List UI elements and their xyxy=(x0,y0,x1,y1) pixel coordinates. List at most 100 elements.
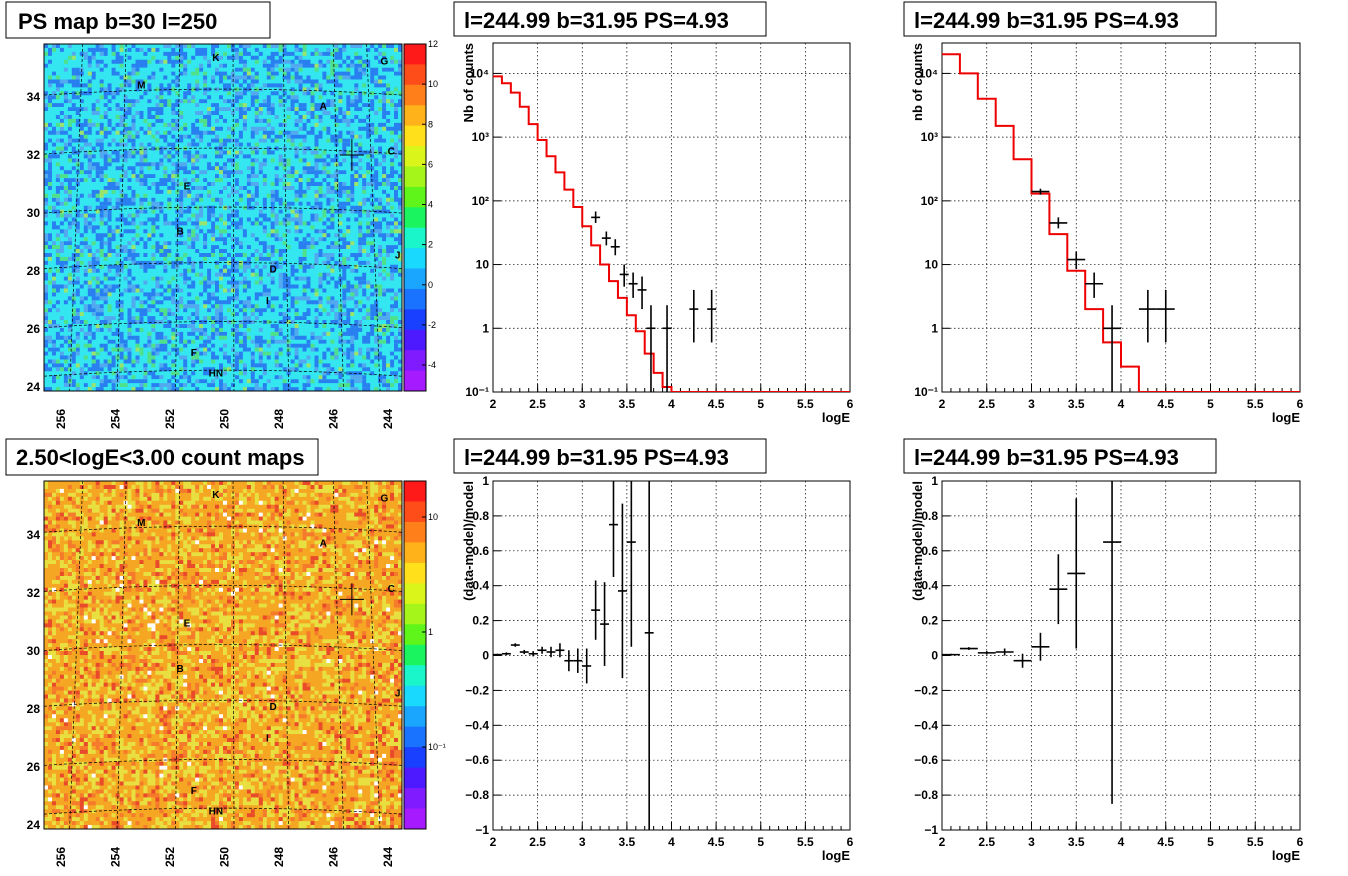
y-tick-label: −0.4 xyxy=(914,718,938,732)
plot-grid xyxy=(493,481,850,830)
x-tick-label: 3 xyxy=(1028,835,1035,849)
map-x-tick-label: 252 xyxy=(163,409,177,429)
map-x-tick-label: 246 xyxy=(327,847,341,867)
x-tick-label: 4 xyxy=(1118,397,1125,411)
residual-point-6 xyxy=(546,646,556,658)
colorbar-segment xyxy=(404,562,426,584)
colorbar-segment xyxy=(404,603,426,625)
map-x-ticks: 256 254 252 250 248 246 244 xyxy=(54,847,395,867)
x-tick-label: 2.5 xyxy=(529,397,546,411)
map-latitude-line xyxy=(43,321,403,328)
y-axis-label: (data-model)/model xyxy=(910,481,925,601)
map-x-tick-label: 252 xyxy=(163,847,177,867)
data-point-6 xyxy=(646,305,656,392)
y-ticks: −1 −0.8 −0.6 −0.4 −0.2 0 0.2 0.4 0.6 0.8 1 xyxy=(465,474,501,837)
y-tick-label: −0.4 xyxy=(465,718,489,732)
map-coordinate-grid xyxy=(43,43,403,392)
map-coordinate-grid xyxy=(43,480,403,830)
data-point-0 xyxy=(1031,188,1050,195)
x-tick-label: 3.5 xyxy=(619,397,636,411)
data-point-1 xyxy=(601,231,611,246)
map-x-tick-label: 254 xyxy=(109,409,123,429)
source-label-i: I xyxy=(266,296,269,307)
x-tick-label: 3 xyxy=(579,835,586,849)
colorbar-tick-label: 10 xyxy=(428,512,438,522)
map-longitude-line xyxy=(116,43,127,392)
data-point-5 xyxy=(637,276,647,310)
x-tick-label: 6 xyxy=(1297,397,1304,411)
colorbar-segment xyxy=(404,146,426,167)
y-tick-label: 0.8 xyxy=(472,509,489,523)
ps-map-colorbar: 12 10 8 6 4 2 0 -2 -4 xyxy=(403,39,438,392)
x-tick-label: 5 xyxy=(757,835,764,849)
map-latitude-line xyxy=(43,759,403,766)
spec-right-title: l=244.99 b=31.95 PS=4.93 xyxy=(914,8,1179,33)
y-tick-label: 10² xyxy=(472,194,489,208)
source-label-d: D xyxy=(270,702,277,713)
model-step-line xyxy=(493,75,850,392)
x-tick-label: 4.5 xyxy=(1157,835,1174,849)
plot-data xyxy=(942,53,1300,392)
y-tick-label: 0.4 xyxy=(921,579,938,593)
map-x-ticks: 256 254 252 250 248 246 244 xyxy=(54,409,395,429)
map-y-tick-label: 34 xyxy=(27,90,41,104)
x-tick-label: 3 xyxy=(579,397,586,411)
x-tick-label: 4.5 xyxy=(708,835,725,849)
source-label-i: I xyxy=(266,734,269,745)
y-ticks: −1 −0.8 −0.6 −0.4 −0.2 0 0.2 0.4 0.6 0.8 1 xyxy=(914,474,950,837)
data-point-5 xyxy=(1138,289,1157,343)
colorbar-tick-label: 10 xyxy=(428,79,438,89)
y-tick-label: 1 xyxy=(482,474,489,488)
residual-point-3 xyxy=(995,648,1014,656)
colorbar-segment xyxy=(404,583,426,605)
y-axis-label: (data-model)/model xyxy=(461,481,476,601)
y-tick-label: −0.2 xyxy=(465,683,489,697)
residual-point-0 xyxy=(942,653,960,656)
x-tick-label: 4.5 xyxy=(1157,397,1174,411)
residual-point-15 xyxy=(626,481,636,647)
source-label-c: C xyxy=(388,584,395,595)
map-frame xyxy=(43,480,403,830)
colorbar-segment xyxy=(404,644,426,666)
plot-grid xyxy=(942,481,1300,830)
x-tick-label: 5.5 xyxy=(1247,835,1264,849)
map-longitude-line xyxy=(175,480,180,830)
source-label-e: E xyxy=(184,181,191,192)
data-point-1 xyxy=(1049,217,1068,229)
map-latitude-line xyxy=(43,644,403,651)
map-latitude-line xyxy=(43,147,403,155)
source-label-c: C xyxy=(388,147,395,158)
data-point-2 xyxy=(1067,251,1086,270)
map-longitude-line xyxy=(366,43,381,392)
map-x-tick-label: 250 xyxy=(218,409,232,429)
map-x-tick-label: 256 xyxy=(54,847,68,867)
x-axis-label: logE xyxy=(822,410,850,425)
res-left-title: l=244.99 b=31.95 PS=4.93 xyxy=(464,445,729,470)
source-label-g: G xyxy=(381,56,389,67)
map-y-tick-label: 32 xyxy=(27,586,41,600)
map-latitude-line xyxy=(43,525,403,533)
residual-point-0 xyxy=(493,653,502,656)
map-longitude-line xyxy=(175,43,180,392)
map-y-tick-label: 28 xyxy=(27,702,41,716)
colorbar-segment xyxy=(404,207,426,229)
map-longitude-line xyxy=(282,43,290,392)
residual-point-6 xyxy=(1049,554,1068,625)
x-tick-label: 2 xyxy=(939,835,946,849)
source-label-d: D xyxy=(270,265,277,276)
residual-point-12 xyxy=(600,582,610,666)
colorbar-segment xyxy=(404,309,426,331)
source-label-k: K xyxy=(212,53,220,64)
y-tick-label: 10⁴ xyxy=(919,66,938,80)
map-x-tick-label: 246 xyxy=(327,409,341,429)
colorbar-segment xyxy=(404,105,426,127)
x-tick-label: 5.5 xyxy=(797,835,814,849)
source-label-hn: HN xyxy=(209,369,223,380)
y-tick-label: 0.4 xyxy=(472,579,489,593)
y-tick-label: 10⁻¹ xyxy=(465,385,489,399)
ps-map-title: PS map b=30 l=250 xyxy=(18,9,217,34)
x-tick-label: 5.5 xyxy=(797,397,814,411)
residual-point-5 xyxy=(1031,632,1050,661)
colorbar-segment xyxy=(404,665,426,687)
colorbar-tick-label: -2 xyxy=(428,320,436,330)
